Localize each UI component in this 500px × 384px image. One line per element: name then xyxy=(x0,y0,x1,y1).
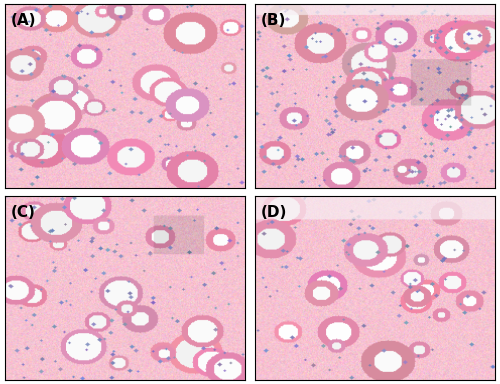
Text: (A): (A) xyxy=(11,13,36,28)
Text: (C): (C) xyxy=(11,205,36,220)
Text: (D): (D) xyxy=(261,205,287,220)
Text: (B): (B) xyxy=(261,13,286,28)
